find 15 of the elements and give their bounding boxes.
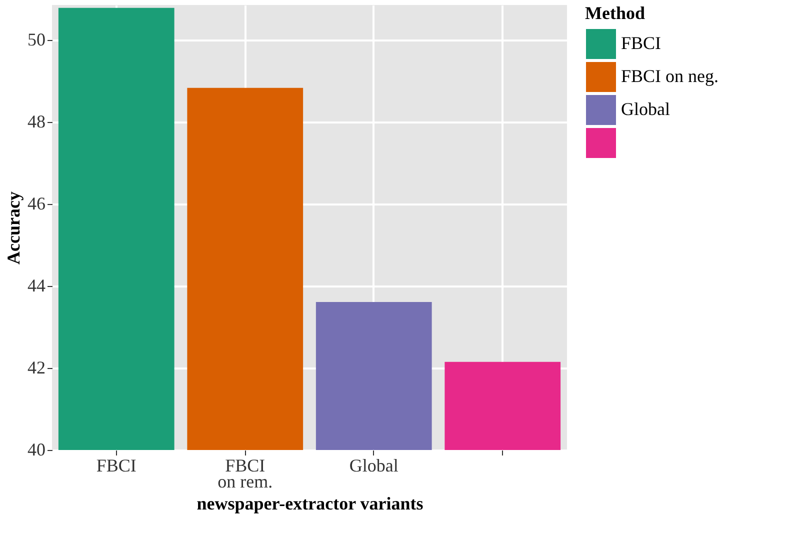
x-axis-title: newspaper-extractor variants <box>196 494 424 514</box>
y-tick-label: 42 <box>28 357 46 378</box>
x-tick-label: FBCI on rem. <box>218 456 273 492</box>
y-tick-label: 46 <box>28 193 46 214</box>
y-tick-label: 50 <box>28 29 46 50</box>
x-tick-label: FBCI <box>96 456 136 476</box>
y-tick-label: 44 <box>28 275 46 296</box>
legend-title: Method <box>585 3 645 23</box>
y-axis-title: Accuracy <box>4 192 24 264</box>
y-tick-label: 40 <box>28 440 46 460</box>
legend-label: Global <box>621 99 670 119</box>
y-tick-label: 48 <box>28 111 46 132</box>
legend-label: FBCI on neg. <box>621 66 719 86</box>
legend-label: FBCI <box>621 33 662 53</box>
x-tick-label: Global <box>349 456 398 476</box>
